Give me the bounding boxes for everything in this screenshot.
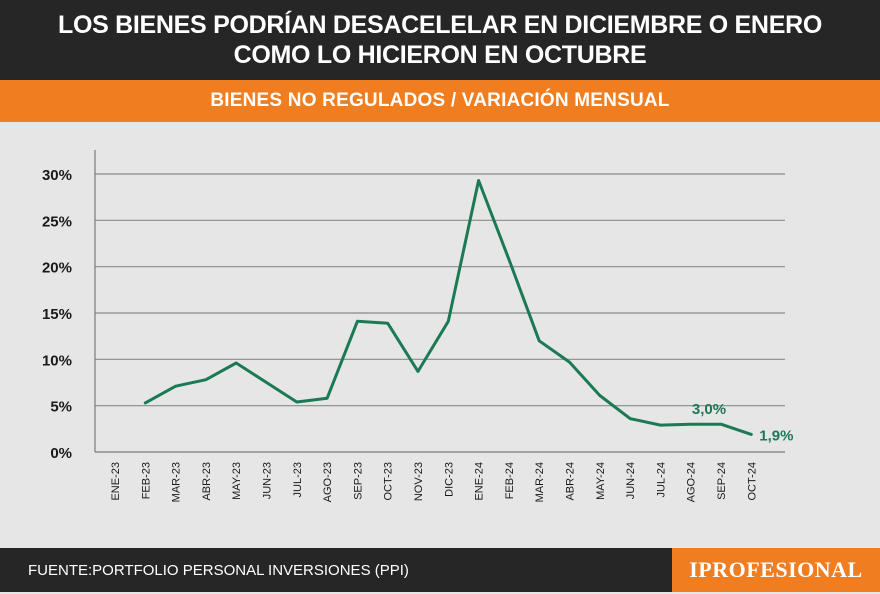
annotations: 3,0% 1,9% bbox=[692, 401, 794, 444]
chart-subtitle-bar: BIENES NO REGULADOS / VARIACIÓN MENSUAL bbox=[0, 80, 880, 122]
y-tick-label: 15% bbox=[42, 306, 72, 323]
x-tick-label: JUN-23 bbox=[262, 462, 274, 499]
footer: FUENTE:PORTFOLIO PERSONAL INVERSIONES (P… bbox=[0, 548, 880, 592]
header: LOS BIENES PODRÍAN DESACELELAR EN DICIEM… bbox=[0, 0, 880, 80]
x-tick-label: MAR-24 bbox=[534, 462, 546, 502]
y-tick-label: 20% bbox=[42, 260, 72, 277]
source-text: FUENTE:PORTFOLIO PERSONAL INVERSIONES (P… bbox=[28, 562, 409, 579]
x-tick-label: FEB-23 bbox=[140, 462, 152, 499]
plot-area: 0% 5% 10% 15% 20% 25% 30% ENE-23 FEB-23 MAR-23 AB… bbox=[0, 122, 880, 548]
x-tick-label: SEP-24 bbox=[716, 462, 728, 500]
title-line-1: LOS BIENES PODRÍAN DESACELELAR EN DICIEM… bbox=[58, 11, 822, 39]
gridlines bbox=[95, 173, 785, 407]
x-tick-label: ENE-23 bbox=[110, 462, 122, 501]
x-tick-label: ENE-24 bbox=[474, 462, 486, 501]
x-tick-label: JUL-23 bbox=[292, 462, 304, 497]
y-tick-labels: 0% 5% 10% 15% 20% 25% 30% bbox=[42, 167, 72, 462]
x-tick-label: OCT-23 bbox=[383, 462, 395, 501]
y-tick-label: 25% bbox=[42, 213, 72, 230]
x-tick-label: JUN-24 bbox=[625, 462, 637, 499]
x-tick-label: NOV-23 bbox=[413, 462, 425, 501]
y-tick-label: 5% bbox=[50, 399, 72, 416]
x-tick-label: OCT-24 bbox=[746, 462, 758, 501]
line-chart: 0% 5% 10% 15% 20% 25% 30% ENE-23 FEB-23 MAR-23 AB… bbox=[42, 150, 794, 502]
x-tick-label: FEB-24 bbox=[504, 462, 516, 499]
y-tick-label: 10% bbox=[42, 352, 72, 369]
series-layer bbox=[143, 179, 753, 436]
y-tick-label: 30% bbox=[42, 167, 72, 184]
x-tick-label: AGO-23 bbox=[322, 462, 334, 502]
y-tick-label: 0% bbox=[50, 445, 72, 462]
chart-subtitle: BIENES NO REGULADOS / VARIACIÓN MENSUAL bbox=[210, 90, 670, 111]
x-tick-label: DIC-23 bbox=[443, 462, 455, 497]
x-tick-label: ABR-24 bbox=[565, 462, 577, 501]
logo-box: IPROFESIONAL bbox=[672, 548, 880, 592]
data-label: 3,0% bbox=[692, 401, 726, 418]
x-tick-label: JUL-24 bbox=[655, 462, 667, 497]
data-label: 1,9% bbox=[759, 427, 793, 444]
title-line-2: COMO LO HICIERON EN OCTUBRE bbox=[233, 41, 647, 69]
series-line bbox=[143, 179, 753, 436]
x-tick-label: ABR-23 bbox=[201, 462, 213, 501]
x-tick-labels: ENE-23 FEB-23 MAR-23 ABR-23 MAY-23 JUN-23 JUL-… bbox=[110, 462, 758, 502]
x-tick-label: AGO-24 bbox=[686, 462, 698, 502]
x-tick-label: MAY-24 bbox=[595, 462, 607, 500]
axes bbox=[94, 150, 785, 453]
x-tick-label: MAR-23 bbox=[171, 462, 183, 502]
x-tick-label: SEP-23 bbox=[352, 462, 364, 500]
brand-logo: IPROFESIONAL bbox=[689, 557, 863, 582]
x-tick-label: MAY-23 bbox=[231, 462, 243, 500]
